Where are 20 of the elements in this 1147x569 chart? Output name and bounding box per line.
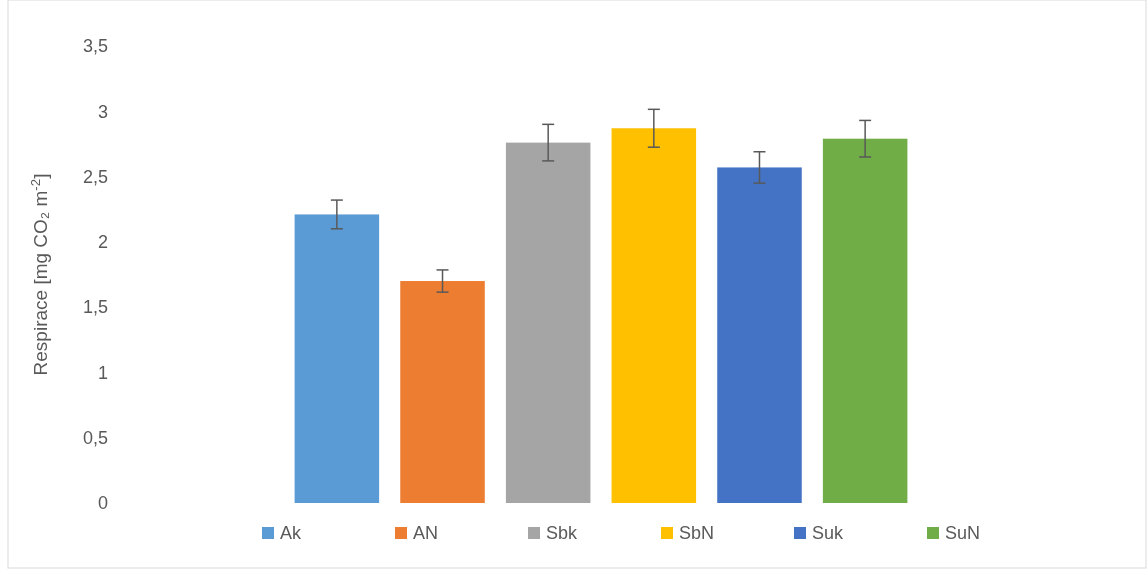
y-tick-label: 0 xyxy=(97,493,108,514)
bar xyxy=(294,214,380,503)
bar xyxy=(611,128,697,503)
legend-label: AN xyxy=(413,523,439,544)
y-tick-label: 2 xyxy=(97,232,108,253)
legend-label: Suk xyxy=(812,523,845,544)
bar xyxy=(717,167,802,503)
y-tick-label: 1,5 xyxy=(82,297,108,318)
y-tick-label: 3 xyxy=(97,101,108,122)
y-tick-label: 2,5 xyxy=(82,166,108,187)
legend-label: SuN xyxy=(945,523,981,544)
bar xyxy=(400,281,485,503)
legend-label: Sbk xyxy=(546,523,579,544)
bar xyxy=(505,142,591,503)
legend-label: SbN xyxy=(679,523,715,544)
bar xyxy=(822,138,908,503)
y-tick-label: 0,5 xyxy=(82,428,108,449)
y-tick-label: 3,5 xyxy=(82,36,108,57)
y-tick-label: 1 xyxy=(97,362,108,383)
legend-label: Ak xyxy=(280,523,303,544)
